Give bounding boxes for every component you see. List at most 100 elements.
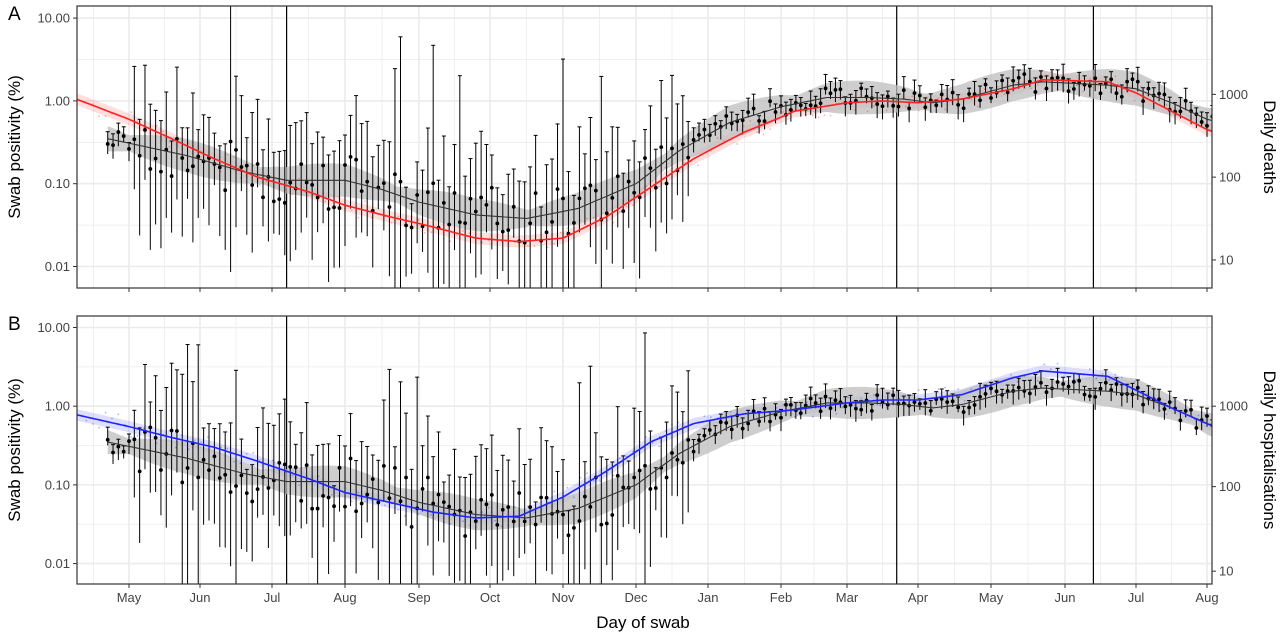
swab-point — [169, 174, 174, 178]
swab-point — [153, 435, 158, 440]
swab-point — [468, 196, 473, 201]
outcome-point — [200, 441, 203, 444]
outcome-point — [1016, 81, 1019, 84]
swab-point — [818, 101, 823, 106]
outcome-point — [917, 389, 920, 392]
outcome-point — [232, 156, 235, 158]
swab-point — [978, 394, 982, 399]
outcome-point — [729, 410, 732, 413]
x-tick-label: Apr — [908, 590, 929, 605]
swab-point — [762, 119, 767, 124]
x-axis-title: Day of swab — [596, 613, 690, 632]
swab-point — [127, 147, 131, 151]
outcome-ci-band — [77, 73, 1212, 248]
swab-point — [653, 185, 658, 190]
swab-point — [337, 465, 342, 470]
swab-point — [1016, 385, 1021, 390]
outcome-point — [579, 476, 582, 479]
outcome-point — [1127, 90, 1130, 93]
swab-point — [784, 402, 788, 407]
swab-point — [343, 163, 347, 167]
swab-point — [1119, 94, 1124, 99]
outcome-point — [619, 210, 621, 213]
outcome-point — [1095, 377, 1098, 380]
swab-point — [1039, 380, 1043, 385]
swab-point — [489, 185, 494, 190]
swab-point — [484, 502, 489, 507]
swab-point — [479, 195, 484, 200]
outcome-point — [1242, 444, 1244, 446]
outcome-point — [546, 501, 549, 504]
swab-point — [838, 87, 843, 92]
swab-point — [746, 110, 751, 115]
swab-point — [517, 491, 522, 495]
outcome-point — [1133, 99, 1136, 102]
outcome-point — [1159, 95, 1162, 98]
outcome-point — [1050, 368, 1052, 371]
outcome-point — [130, 436, 133, 438]
x-tick-label: Sep — [407, 590, 430, 605]
outcome-point — [957, 388, 960, 391]
swab-point — [1237, 435, 1241, 439]
swab-point — [583, 186, 587, 191]
swab-point — [528, 505, 533, 510]
outcome-point — [1036, 83, 1039, 86]
outcome-point — [817, 116, 820, 119]
outcome-point — [749, 120, 752, 123]
outcome-point — [271, 459, 274, 462]
swab-point — [697, 438, 701, 443]
swab-point — [994, 389, 999, 394]
swab-point — [757, 118, 761, 123]
swab-point — [912, 91, 917, 96]
outcome-point — [579, 219, 582, 222]
swab-point — [299, 162, 304, 166]
swab-fit-line — [107, 81, 1212, 220]
swab-point — [561, 512, 565, 517]
swab-point — [185, 168, 190, 173]
swab-point — [277, 460, 282, 465]
swab-point — [1055, 380, 1060, 384]
swab-point — [983, 391, 988, 396]
swab-point — [223, 472, 228, 477]
swab-point — [675, 457, 680, 462]
swab-point — [798, 103, 803, 108]
swab-point — [452, 191, 457, 195]
outcome-point — [104, 114, 107, 117]
outcome-point — [494, 519, 497, 522]
swab-point — [506, 505, 511, 510]
swab-point — [420, 486, 425, 491]
outcome-point — [736, 143, 739, 145]
swab-point — [1039, 75, 1043, 79]
outcome-point — [239, 177, 242, 179]
swab-point — [961, 410, 966, 414]
swab-point — [572, 525, 576, 530]
outcome-point — [716, 137, 719, 140]
outcome-point — [599, 215, 602, 218]
swab-point — [583, 494, 587, 499]
swab-point — [956, 405, 961, 410]
swab-point — [1242, 135, 1246, 139]
outcome-point — [397, 508, 400, 511]
outcome-point — [835, 412, 838, 415]
swab-point — [789, 402, 793, 407]
y2-tick-label: 10 — [1219, 252, 1233, 267]
swab-point — [544, 230, 549, 235]
swab-point — [234, 148, 238, 152]
x-tick-label: Jul — [264, 590, 281, 605]
swab-point — [670, 146, 674, 151]
y2-axis-title: Daily hospitalisations — [1260, 371, 1279, 530]
outcome-point — [793, 416, 796, 418]
outcome-point — [829, 114, 832, 117]
swab-point — [250, 499, 255, 504]
swab-point — [116, 130, 121, 134]
swab-point — [1232, 432, 1236, 436]
outcome-point — [111, 417, 113, 420]
swab-point — [457, 220, 462, 225]
outcome-point — [91, 423, 94, 425]
outcome-point — [468, 232, 471, 235]
swab-point — [1061, 76, 1066, 80]
outcome-point — [1223, 134, 1225, 136]
swab-point — [702, 433, 707, 438]
swab-point — [939, 92, 944, 97]
swab-point — [1205, 414, 1209, 418]
